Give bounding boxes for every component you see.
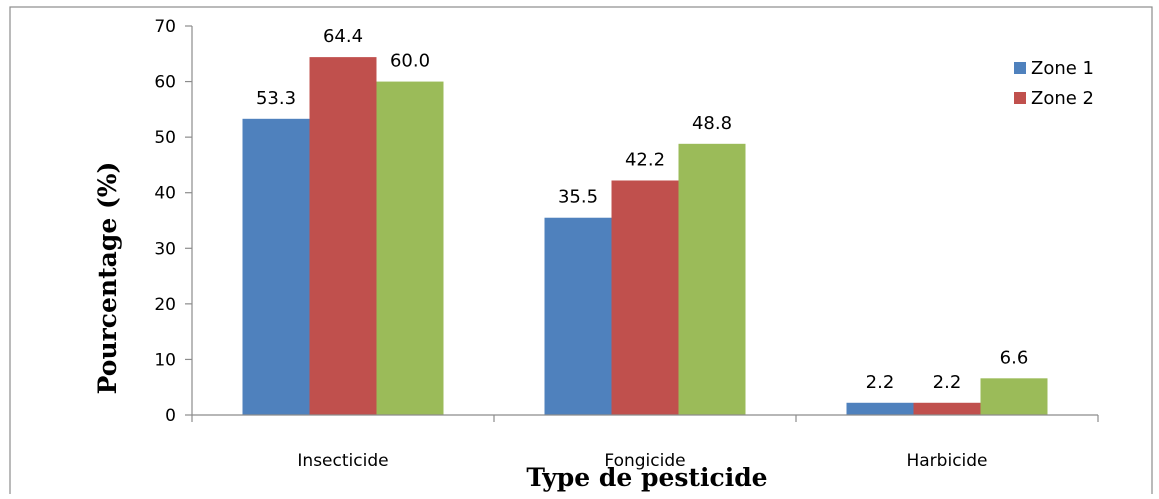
- legend-label-zone-1: Zone 1: [1031, 58, 1094, 79]
- category-label-harbicide: Harbicide: [906, 451, 987, 471]
- bar-insecticide-series-3: [376, 81, 444, 416]
- y-tick-label-50: 50: [154, 128, 176, 148]
- data-label-insecticide-zone-1: 53.3: [256, 88, 296, 109]
- data-label-insecticide-zone-2: 64.4: [323, 26, 363, 47]
- bar-harbicide-zone-1: [846, 402, 914, 415]
- y-tick-label-0: 0: [165, 406, 176, 426]
- x-axis-title: Type de pesticide: [526, 463, 767, 492]
- data-label-fongicide-series-3: 48.8: [692, 113, 732, 134]
- bar-fongicide-zone-1: [544, 217, 612, 415]
- data-label-harbicide-series-3: 6.6: [1000, 347, 1029, 368]
- y-tick-label-30: 30: [154, 239, 176, 259]
- y-tick-label-10: 10: [154, 350, 176, 370]
- data-label-harbicide-zone-2: 2.2: [933, 372, 962, 393]
- category-label-insecticide: Insecticide: [297, 451, 388, 471]
- data-label-fongicide-zone-2: 42.2: [625, 149, 665, 170]
- bar-harbicide-series-3: [980, 378, 1048, 415]
- y-tick-label-70: 70: [154, 17, 176, 37]
- data-label-harbicide-zone-1: 2.2: [866, 372, 895, 393]
- bar-insecticide-zone-2: [309, 57, 377, 416]
- bar-fongicide-series-3: [678, 143, 746, 415]
- y-axis-title: Pourcentage (%): [93, 162, 122, 395]
- bar-harbicide-zone-2: [913, 402, 981, 415]
- legend-label-zone-2: Zone 2: [1031, 88, 1094, 109]
- labels-layer: 53.3 64.4 60.0 35.5 42.2 48.8 2.2 2.2 6.6 0 10 20 30…: [154, 17, 1028, 471]
- bar-fongicide-zone-2: [611, 180, 679, 415]
- legend: Zone 1 Zone 2: [1014, 58, 1094, 109]
- y-tick-label-60: 60: [154, 73, 176, 93]
- axes-layer: [185, 25, 1099, 422]
- bars-layer: [242, 57, 1048, 416]
- legend-swatch-zone-1: [1014, 62, 1026, 74]
- y-tick-label-20: 20: [154, 295, 176, 315]
- category-label-fongicide: Fongicide: [604, 451, 685, 471]
- legend-swatch-zone-2: [1014, 92, 1026, 104]
- y-tick-label-40: 40: [154, 184, 176, 204]
- data-label-fongicide-zone-1: 35.5: [558, 187, 598, 208]
- data-label-insecticide-series-3: 60.0: [390, 51, 430, 72]
- bar-insecticide-zone-1: [242, 118, 310, 415]
